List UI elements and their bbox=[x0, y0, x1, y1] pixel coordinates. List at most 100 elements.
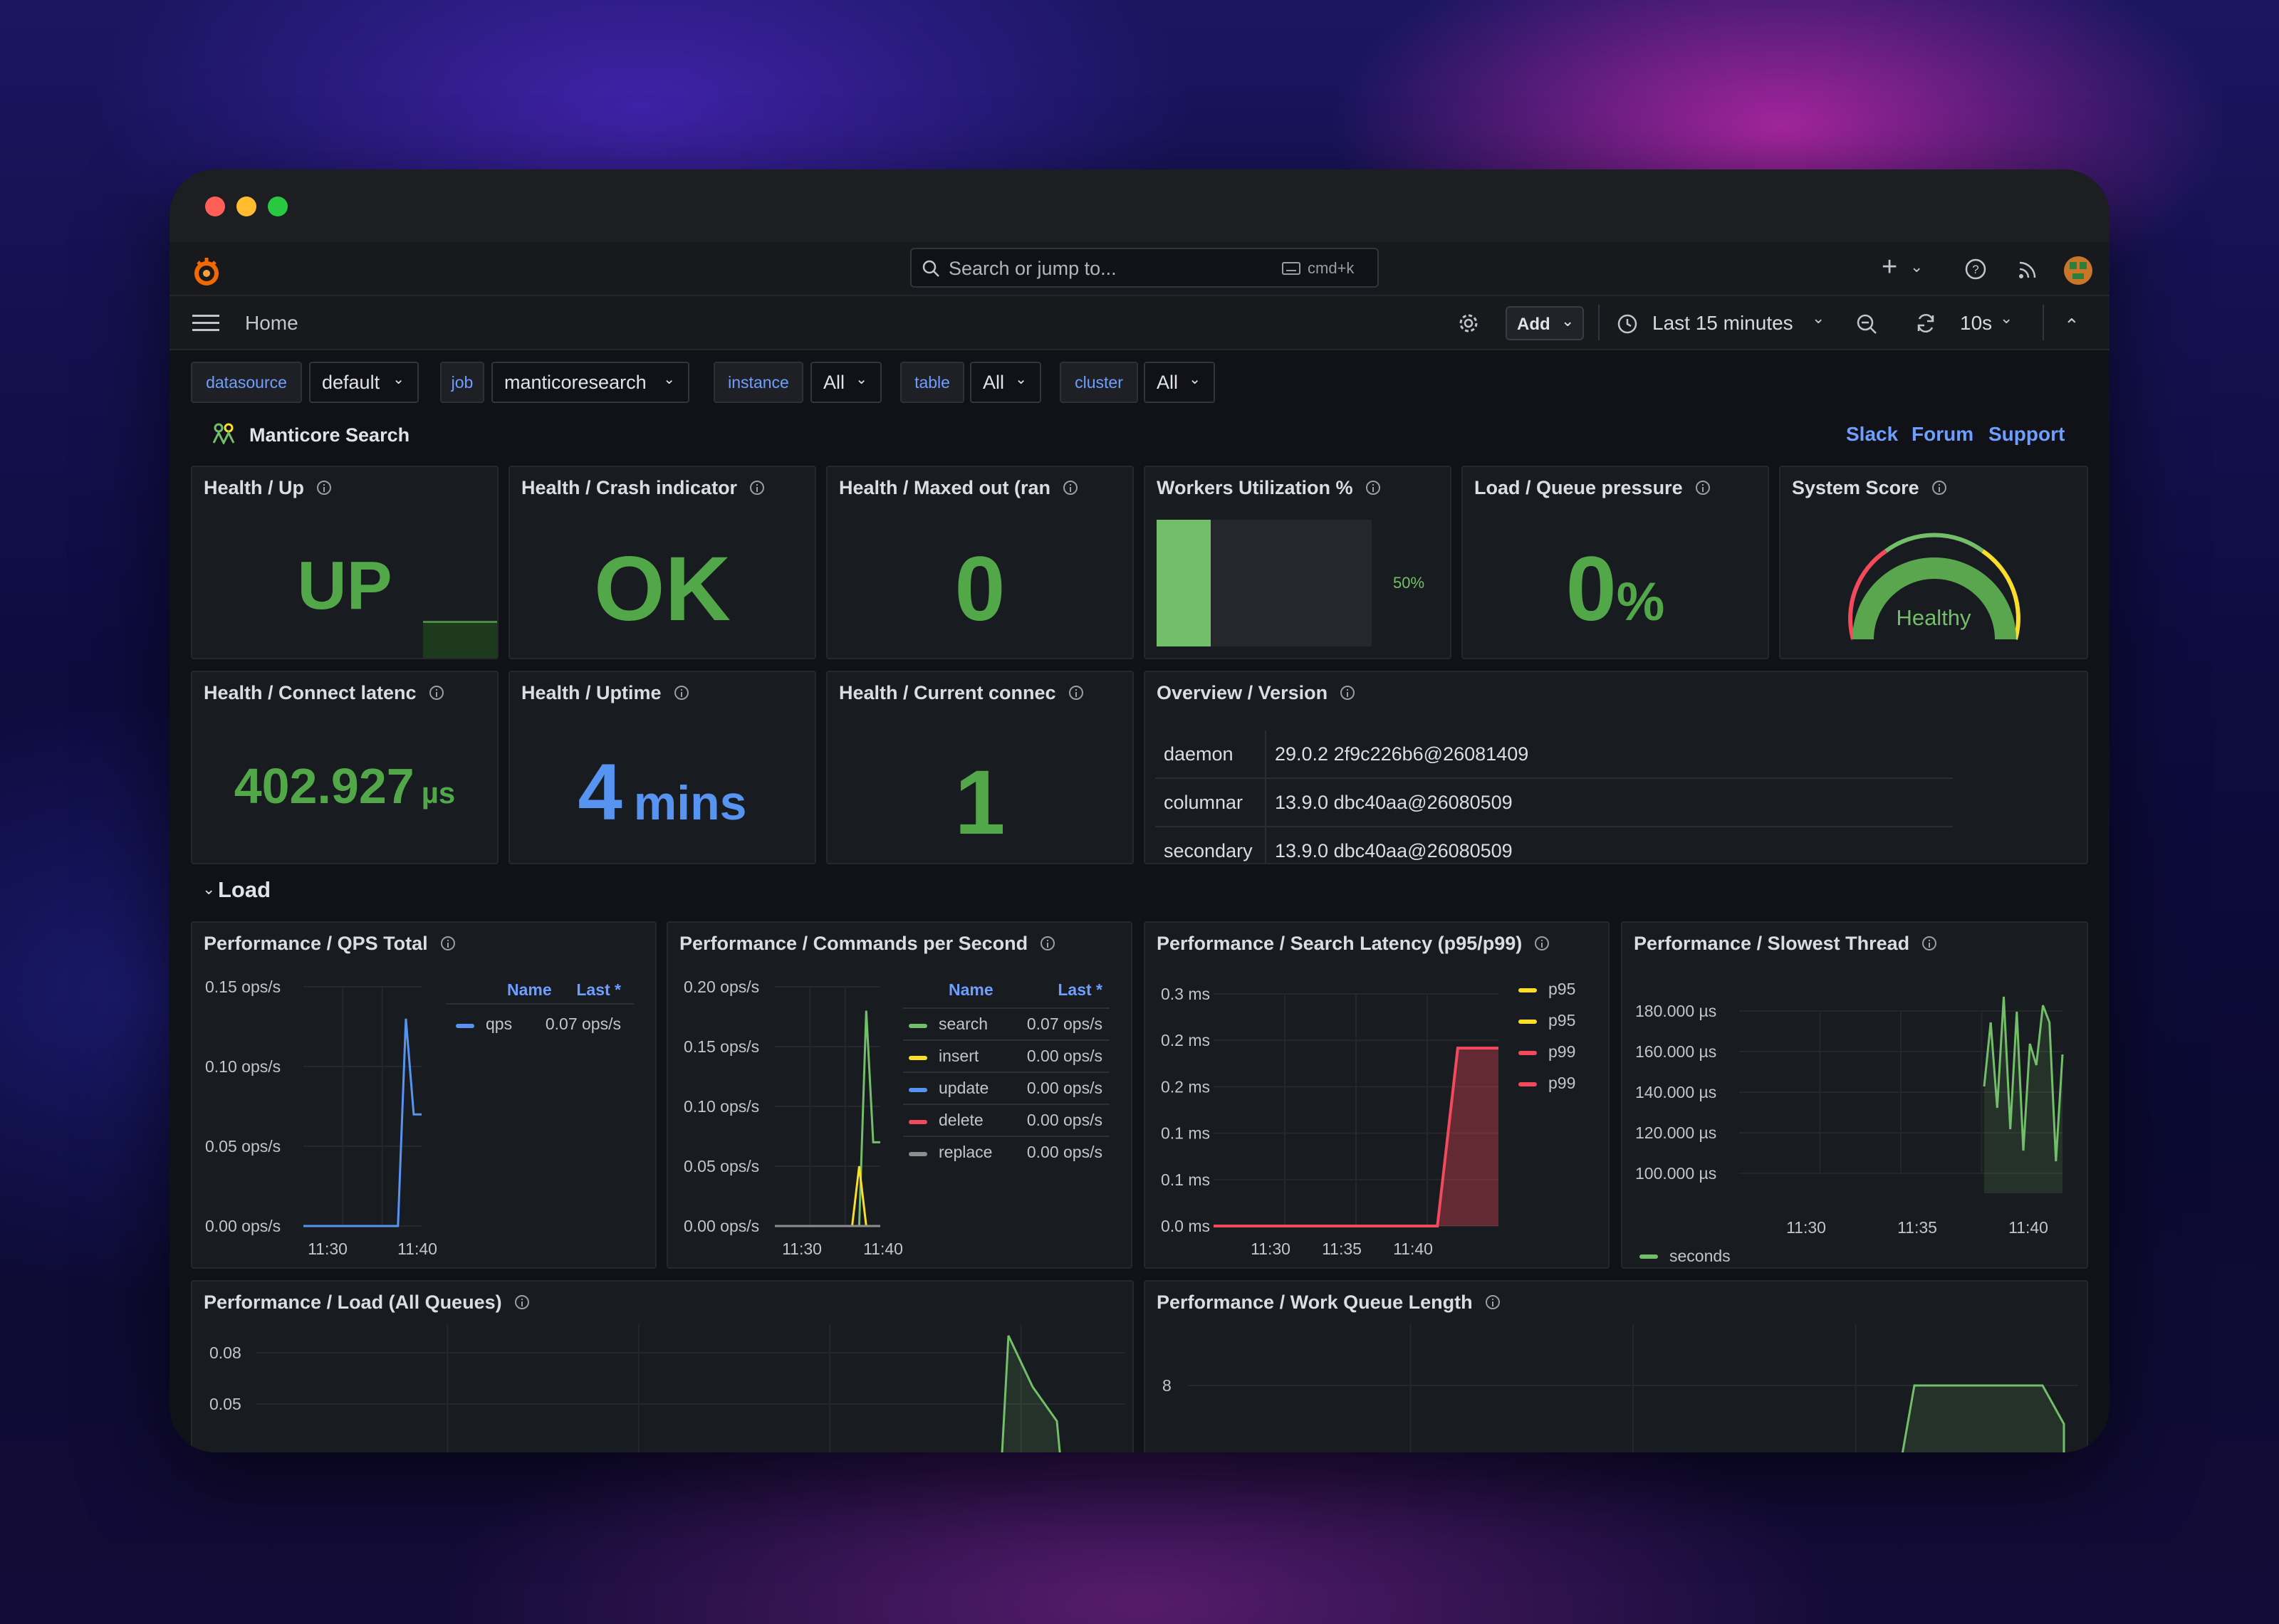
cell-value: 29.0.2 2f9c226b6@26081409 bbox=[1266, 730, 1953, 779]
panel-connect-latency[interactable]: Health / Connect latenc 402.927 µs bbox=[191, 671, 499, 864]
plus-icon[interactable]: + bbox=[1882, 252, 1898, 282]
info-icon[interactable] bbox=[1931, 480, 1946, 495]
y-tick-label: 120.000 µs bbox=[1635, 1123, 1716, 1142]
link-support[interactable]: Support bbox=[1988, 423, 2065, 445]
search-shortcut: cmd+k bbox=[1308, 259, 1355, 277]
y-tick-label: 0.1 ms bbox=[1161, 1170, 1210, 1189]
var-value-table: All bbox=[983, 372, 1005, 393]
panel-health-up[interactable]: Health / Up UP bbox=[191, 466, 499, 659]
var-select-instance[interactable]: All ⌄ bbox=[810, 362, 882, 403]
bar-gauge-track bbox=[1157, 520, 1372, 646]
breadcrumb-home[interactable]: Home bbox=[245, 312, 298, 334]
info-icon[interactable] bbox=[1340, 685, 1355, 700]
user-avatar[interactable] bbox=[2064, 256, 2092, 285]
settings-gear-icon[interactable] bbox=[1457, 312, 1480, 335]
x-tick-label: 11:30 bbox=[782, 1240, 822, 1258]
panel-load-all-queues[interactable]: Performance / Load (All Queues) 0.08 0.05 bbox=[191, 1280, 1134, 1452]
time-range-picker[interactable]: Last 15 minutes bbox=[1652, 312, 1793, 334]
time-range-chevron-icon[interactable]: ⌄ bbox=[1812, 309, 1825, 327]
info-icon[interactable] bbox=[514, 1294, 529, 1309]
link-slack[interactable]: Slack bbox=[1846, 423, 1899, 445]
maximize-window-button[interactable] bbox=[268, 197, 288, 216]
panel-version[interactable]: Overview / Version daemon 29.0.2 2f9c226b… bbox=[1144, 671, 2088, 864]
y-tick-label: 0.05 bbox=[209, 1395, 241, 1413]
info-icon[interactable] bbox=[317, 480, 332, 495]
news-feed-icon[interactable] bbox=[2017, 259, 2038, 281]
y-tick-label: 0.2 ms bbox=[1161, 1077, 1210, 1096]
search-input[interactable]: Search or jump to... cmd+k bbox=[910, 248, 1379, 288]
refresh-interval-picker[interactable]: 10s bbox=[1960, 312, 1993, 334]
var-value-job: manticoresearch bbox=[504, 372, 647, 393]
close-window-button[interactable] bbox=[205, 197, 225, 216]
cell-name: daemon bbox=[1155, 730, 1266, 779]
y-tick-label: 0.1 ms bbox=[1161, 1124, 1210, 1143]
info-icon[interactable] bbox=[1485, 1294, 1500, 1309]
var-select-datasource[interactable]: default ⌄ bbox=[309, 362, 419, 403]
y-tick-label: 0.20 ops/s bbox=[684, 978, 759, 996]
legend-last: 0.00 ops/s bbox=[1027, 1079, 1102, 1097]
link-forum[interactable]: Forum bbox=[1912, 423, 1974, 445]
stat-value: 402.927 bbox=[234, 758, 414, 814]
zoom-out-icon[interactable] bbox=[1856, 313, 1877, 335]
x-tick-label: 11:30 bbox=[308, 1240, 348, 1258]
panel-title: Performance / QPS Total bbox=[204, 933, 428, 954]
info-icon[interactable] bbox=[1041, 936, 1055, 950]
info-icon[interactable] bbox=[1695, 480, 1710, 495]
info-icon[interactable] bbox=[1068, 685, 1083, 700]
row-collapse-chevron-icon[interactable]: ⌄ bbox=[202, 880, 216, 898]
stat-value: UP bbox=[297, 548, 392, 624]
panel-work-queue-length[interactable]: Performance / Work Queue Length 8 bbox=[1144, 1280, 2088, 1452]
grafana-logo-icon[interactable] bbox=[191, 256, 222, 288]
add-button[interactable]: Add ⌄ bbox=[1506, 306, 1584, 340]
stat-unit: mins bbox=[633, 776, 747, 830]
panel-title: Health / Maxed out (ran bbox=[839, 477, 1051, 498]
refresh-icon[interactable] bbox=[1914, 312, 1937, 335]
panel-health-crash[interactable]: Health / Crash indicator OK bbox=[509, 466, 816, 659]
x-tick-label: 11:40 bbox=[2008, 1218, 2048, 1237]
var-select-table[interactable]: All ⌄ bbox=[970, 362, 1041, 403]
chevron-down-icon: ⌄ bbox=[663, 372, 675, 387]
var-select-job[interactable]: manticoresearch ⌄ bbox=[491, 362, 689, 403]
panel-slowest-thread[interactable]: Performance / Slowest Thread 180.000 µs 1… bbox=[1621, 921, 2088, 1269]
info-icon[interactable] bbox=[1922, 936, 1937, 950]
help-icon[interactable]: ? bbox=[1964, 258, 1987, 281]
chevron-down-icon: ⌄ bbox=[855, 372, 867, 387]
panel-current-connections[interactable]: Health / Current connec 1 bbox=[826, 671, 1134, 864]
dashboard-title: Manticore Search bbox=[249, 424, 410, 446]
info-icon[interactable] bbox=[1365, 480, 1380, 495]
panel-title-wrap: Performance / Search Latency (p95/p99) bbox=[1157, 933, 1550, 955]
panel-title: Overview / Version bbox=[1157, 682, 1328, 703]
panel-title-wrap: Workers Utilization % bbox=[1157, 477, 1380, 499]
info-icon[interactable] bbox=[750, 480, 765, 495]
legend-swatch bbox=[1518, 1082, 1537, 1086]
info-icon[interactable] bbox=[674, 685, 689, 700]
legend-swatch bbox=[909, 1024, 927, 1028]
panel-system-score[interactable]: System Score Healthy bbox=[1779, 466, 2088, 659]
menu-icon[interactable] bbox=[192, 313, 219, 333]
latency-chart: 0.3 ms 0.2 ms 0.2 ms 0.1 ms 0.1 ms 0.0 ms 11:3… bbox=[1161, 980, 1575, 1258]
info-icon[interactable] bbox=[440, 936, 455, 950]
row-title-load[interactable]: Load bbox=[218, 877, 271, 902]
info-icon[interactable] bbox=[429, 685, 444, 700]
panel-health-maxed[interactable]: Health / Maxed out (ran 0 bbox=[826, 466, 1134, 659]
info-icon[interactable] bbox=[1063, 480, 1078, 495]
panel-queue-pressure[interactable]: Load / Queue pressure 0% bbox=[1461, 466, 1769, 659]
stat-value: OK bbox=[594, 538, 731, 640]
panel-search-latency[interactable]: Performance / Search Latency (p95/p99) 0… bbox=[1144, 921, 1610, 1269]
collapse-chevron-up-icon[interactable]: ⌄ bbox=[2064, 314, 2080, 335]
panel-commands-per-second[interactable]: Performance / Commands per Second 0.20 o… bbox=[667, 921, 1132, 1269]
panel-workers-utilization[interactable]: Workers Utilization % 50% bbox=[1144, 466, 1451, 659]
series-area bbox=[1902, 1385, 2064, 1452]
panel-uptime[interactable]: Health / Uptime 4 mins bbox=[509, 671, 816, 864]
minimize-window-button[interactable] bbox=[236, 197, 256, 216]
panel-qps-total[interactable]: Performance / QPS Total 0.15 ops/s 0.10 o… bbox=[191, 921, 657, 1269]
var-select-cluster[interactable]: All ⌄ bbox=[1144, 362, 1215, 403]
legend-swatch bbox=[909, 1088, 927, 1092]
legend-swatch bbox=[909, 1056, 927, 1060]
info-icon[interactable] bbox=[1535, 936, 1550, 950]
refresh-chevron-icon[interactable]: ⌄ bbox=[2000, 309, 2013, 327]
panel-title: Performance / Work Queue Length bbox=[1157, 1292, 1473, 1313]
chevron-down-icon[interactable]: ⌄ bbox=[1910, 258, 1924, 276]
bar-gauge-value: 50% bbox=[1393, 574, 1425, 592]
panel-title: Performance / Commands per Second bbox=[679, 933, 1028, 954]
